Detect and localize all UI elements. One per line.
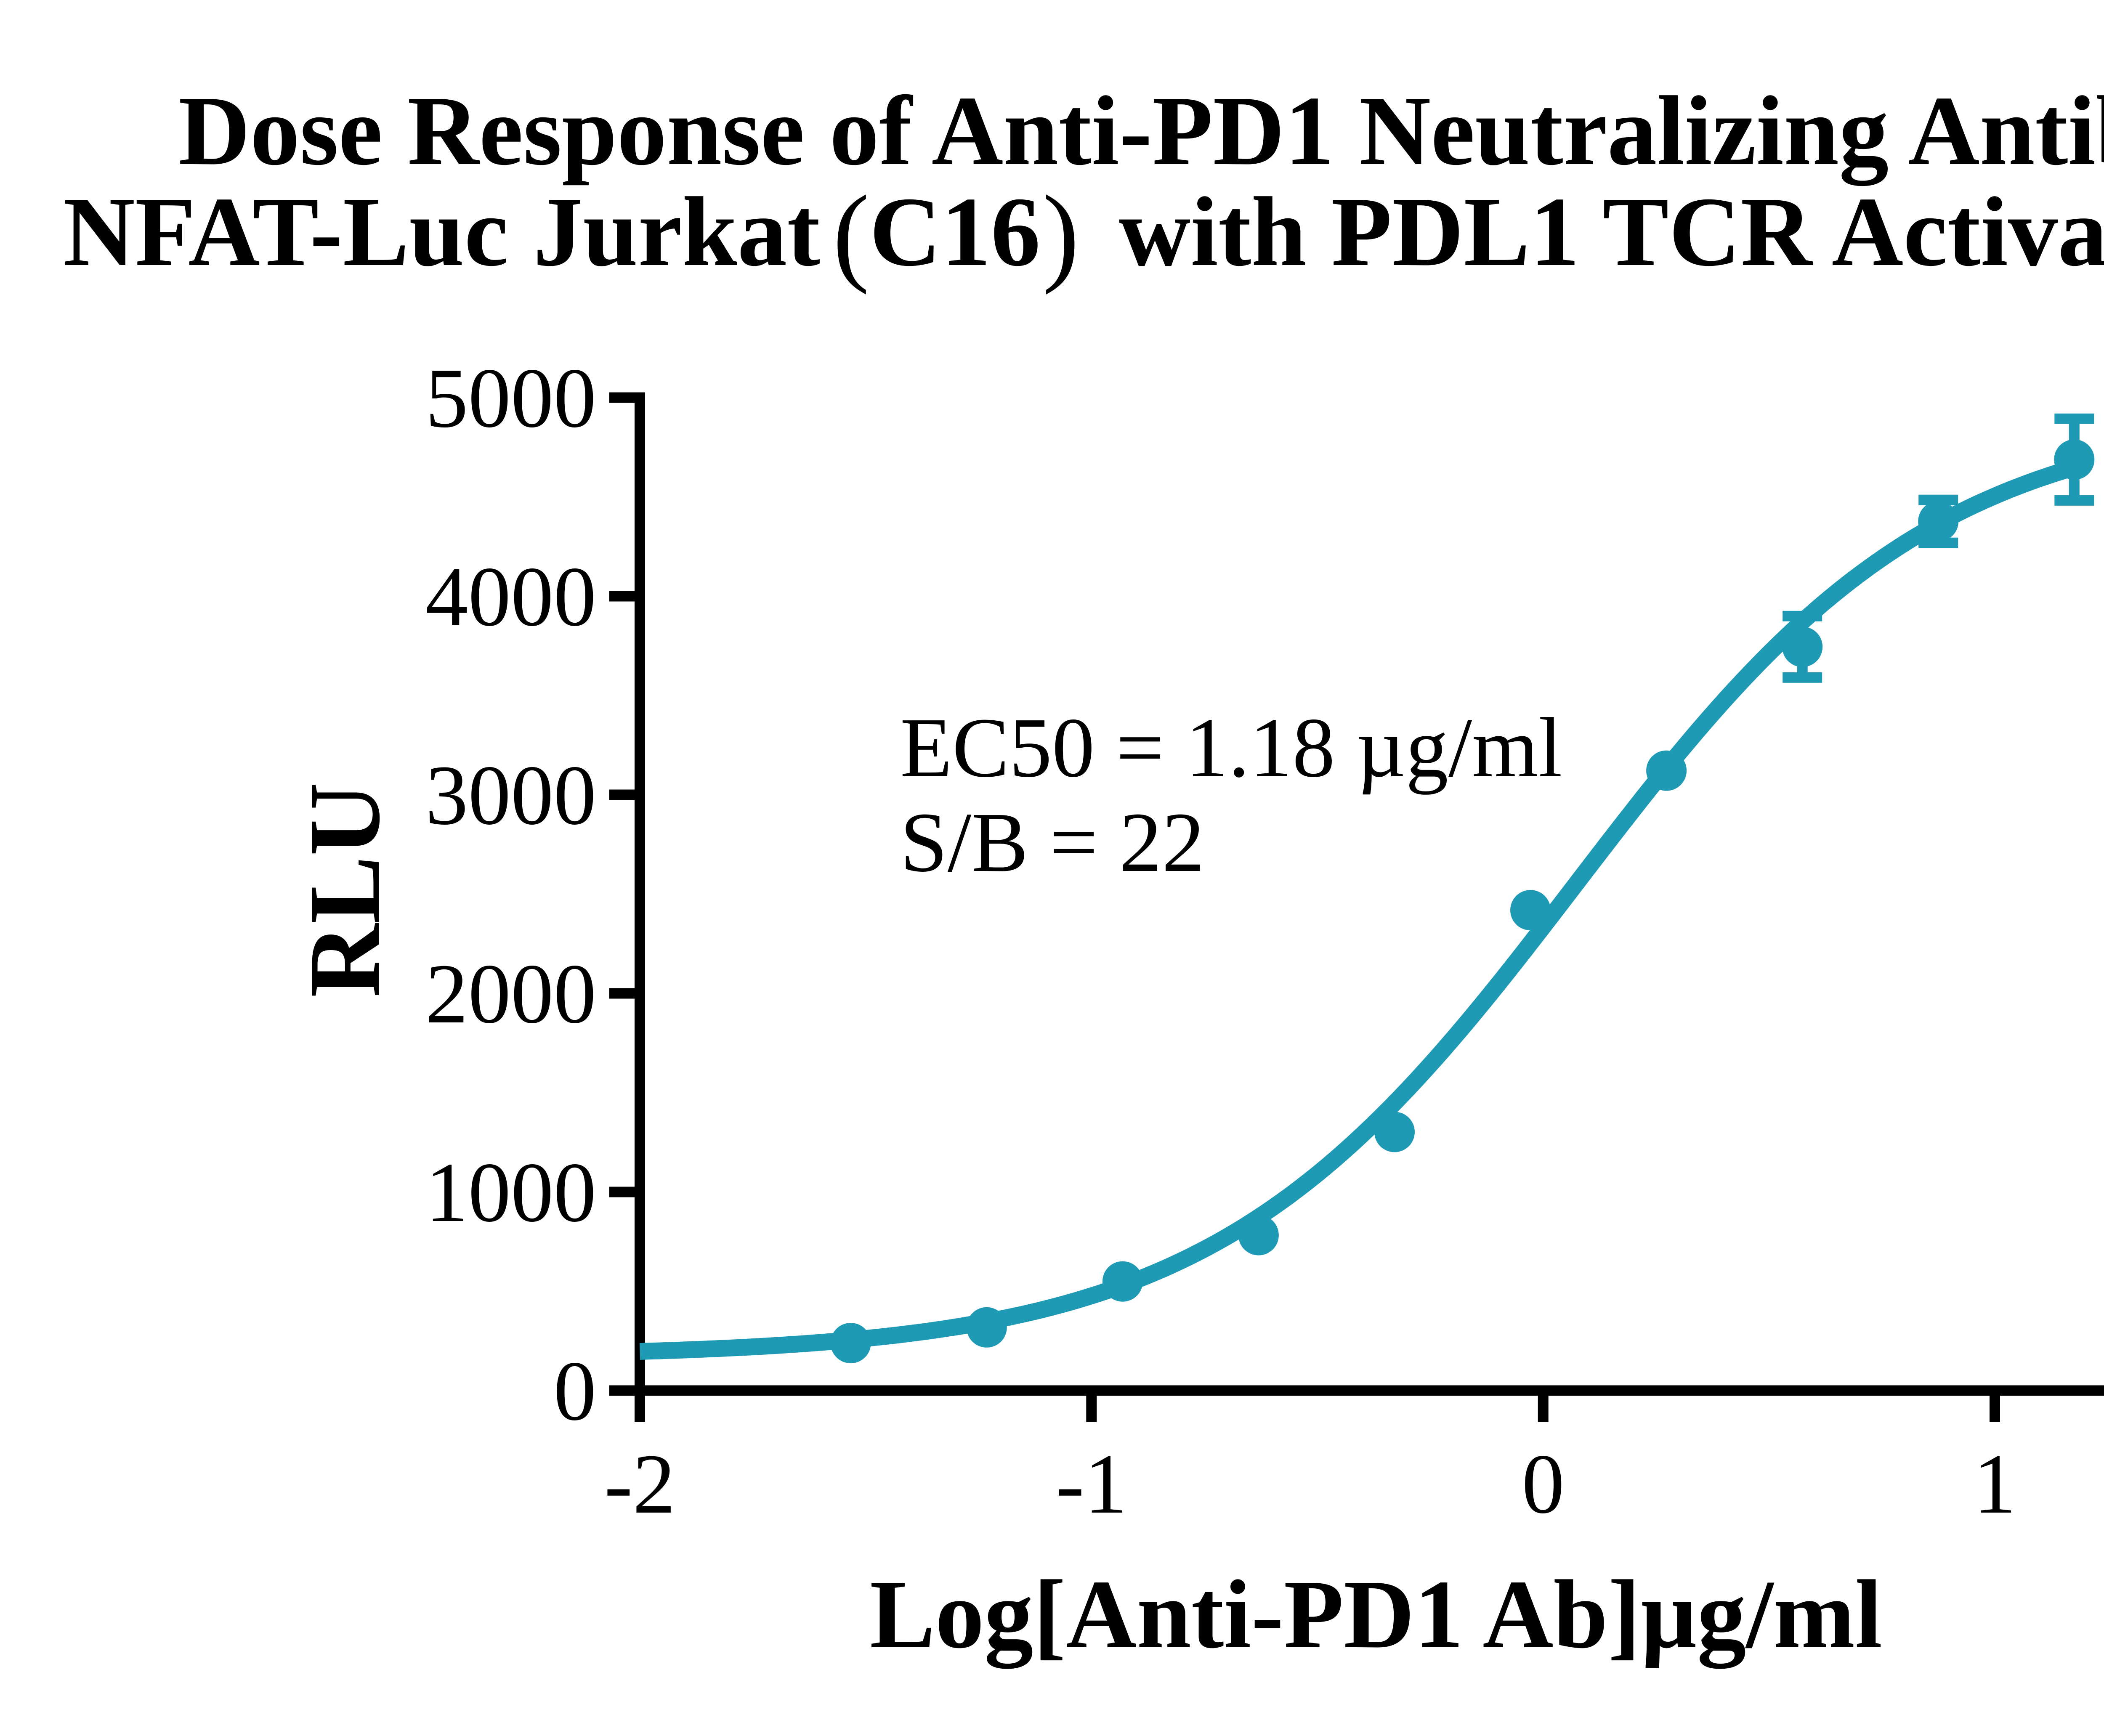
svg-text:1000: 1000 <box>425 1145 596 1240</box>
svg-text:Dose Response of Anti-PD1 Neut: Dose Response of Anti-PD1 Neutralizing A… <box>178 76 2104 186</box>
svg-text:-1: -1 <box>1056 1436 1127 1531</box>
svg-text:2000: 2000 <box>425 946 596 1041</box>
svg-text:3000: 3000 <box>425 748 596 842</box>
svg-text:S/B = 22: S/B = 22 <box>900 795 1205 889</box>
svg-text:5000: 5000 <box>425 350 596 445</box>
svg-text:1: 1 <box>1974 1436 2016 1531</box>
svg-text:RLU: RLU <box>288 783 401 998</box>
svg-text:4000: 4000 <box>425 549 596 644</box>
svg-text:EC50 = 1.18 µg/ml: EC50 = 1.18 µg/ml <box>900 700 1562 795</box>
svg-text:0: 0 <box>554 1343 597 1438</box>
svg-text:Log[Anti-PD1 Ab]µg/ml: Log[Anti-PD1 Ab]µg/ml <box>870 1560 1882 1669</box>
svg-text:0: 0 <box>1522 1436 1565 1531</box>
svg-text:-2: -2 <box>604 1436 675 1531</box>
